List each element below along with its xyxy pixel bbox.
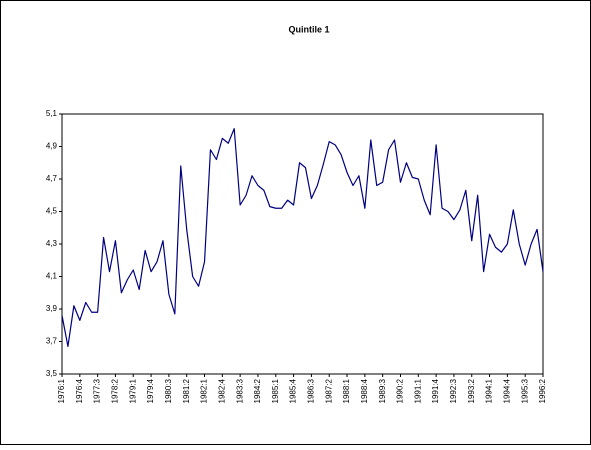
x-tick-label: 1982:1 xyxy=(200,378,209,403)
y-tick-label: 3,5 xyxy=(46,369,58,378)
x-tick-label: 1990:2 xyxy=(396,378,405,403)
x-tick-label: 1991:4 xyxy=(431,378,440,403)
x-tick-label: 1994:1 xyxy=(485,378,494,403)
x-tick-label: 1995:3 xyxy=(520,378,529,403)
x-tick-label: 1991:1 xyxy=(413,378,422,403)
x-tick-label: 1977:3 xyxy=(93,378,102,403)
x-tick-label: 1981:2 xyxy=(182,378,191,403)
x-tick-label: 1989:3 xyxy=(378,378,387,403)
y-tick-label: 4,1 xyxy=(46,272,58,281)
x-tick-label: 1992:3 xyxy=(449,378,458,403)
x-tick-label: 1979:1 xyxy=(128,378,137,403)
y-tick-label: 4,9 xyxy=(46,142,58,151)
y-tick-label: 5,1 xyxy=(46,109,58,118)
y-tick-label: 4,5 xyxy=(46,207,58,216)
y-tick-label: 3,7 xyxy=(46,337,58,346)
y-tick-label: 4,7 xyxy=(46,174,58,183)
x-tick-label: 1980:3 xyxy=(164,378,173,403)
line xyxy=(61,128,544,347)
x-tick-label: 1976:4 xyxy=(75,378,84,403)
x-tick-label: 1994:4 xyxy=(502,378,511,403)
x-tick-label: 1987:2 xyxy=(324,378,333,403)
x-tick-label: 1976:1 xyxy=(57,378,66,403)
x-tick-label: 1985:1 xyxy=(271,378,280,403)
x-tick-label: 1982:4 xyxy=(217,378,226,403)
y-tick-label: 4,3 xyxy=(46,239,58,248)
x-tick-label: 1986:3 xyxy=(307,378,316,403)
x-tick-label: 1993:2 xyxy=(467,378,476,403)
x-tick-label: 1983:3 xyxy=(235,378,244,403)
y-tick-label: 3,9 xyxy=(46,304,58,313)
x-tick-label: 1979:4 xyxy=(146,378,155,403)
chart-title: Quintile 1 xyxy=(288,24,329,34)
x-tick-label: 1984:2 xyxy=(253,378,262,403)
x-tick-label: 1978:2 xyxy=(111,378,120,403)
x-tick-label: 1996:2 xyxy=(538,378,547,403)
x-tick-label: 1985:4 xyxy=(289,378,298,403)
x-tick-label: 1988:1 xyxy=(342,378,351,403)
x-tick-label: 1988:4 xyxy=(360,378,369,403)
